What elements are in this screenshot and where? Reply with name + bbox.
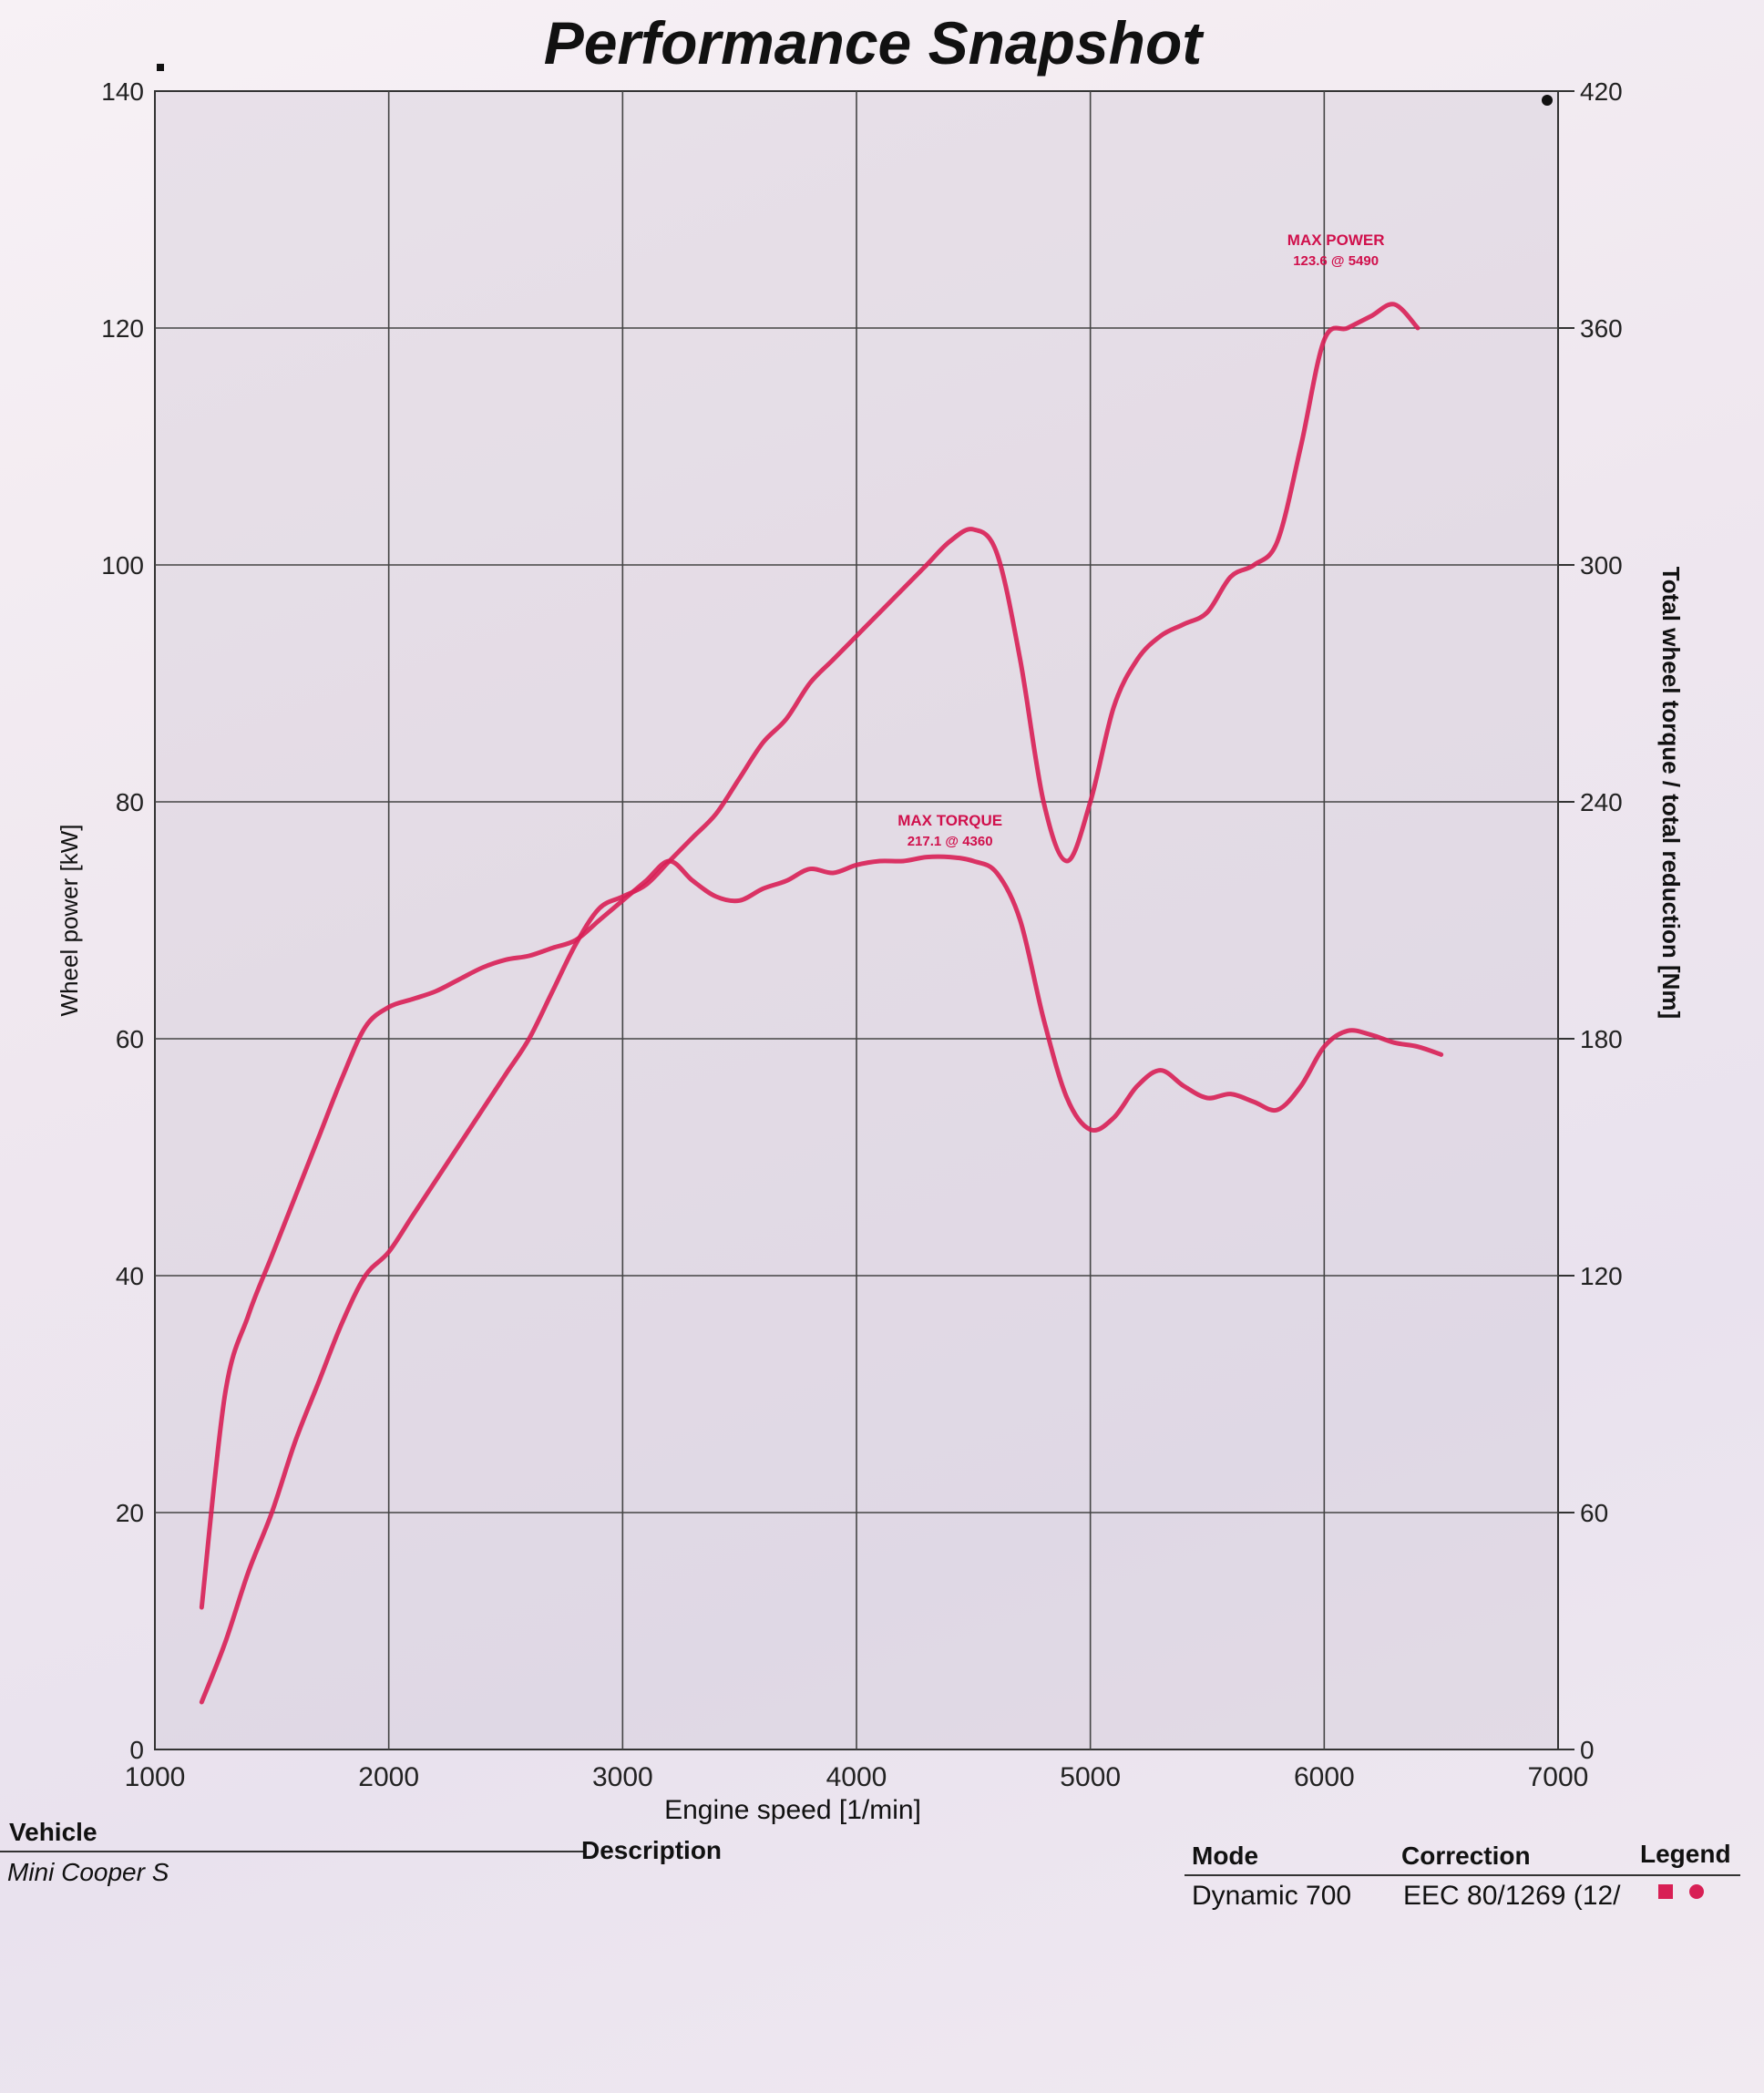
y2-tick-180: 180 — [1580, 1025, 1623, 1053]
x-tick-7000: 7000 — [1528, 1762, 1589, 1792]
description-label: Description — [581, 1836, 722, 1864]
y-tick-0: 0 — [129, 1736, 144, 1764]
right-axis-marker — [1542, 95, 1553, 106]
legend-label: Legend — [1640, 1840, 1731, 1868]
y2-tick-60: 60 — [1580, 1499, 1608, 1527]
x-tick-3000: 3000 — [592, 1762, 653, 1792]
annotation-1-line-0: MAX TORQUE — [897, 812, 1002, 829]
legend-square-marker — [1658, 1884, 1673, 1899]
correction-label: Correction — [1401, 1842, 1531, 1870]
y-tick-60: 60 — [116, 1025, 144, 1053]
vehicle-label: Vehicle — [9, 1818, 97, 1846]
y2-tick-120: 120 — [1580, 1262, 1623, 1290]
y-tick-100: 100 — [101, 551, 144, 580]
x-axis-label: Engine speed [1/min] — [664, 1795, 921, 1825]
y2-axis-label: Total wheel torque / total reduction [Nm… — [1657, 567, 1685, 1019]
y-tick-120: 120 — [101, 314, 144, 343]
annotation-0-line-1: 123.6 @ 5490 — [1293, 253, 1379, 269]
vehicle-value: Mini Cooper S — [7, 1858, 169, 1886]
y-tick-80: 80 — [116, 788, 144, 816]
legend-circle-marker — [1689, 1884, 1704, 1899]
correction-value: EEC 80/1269 (12/ — [1403, 1881, 1621, 1911]
series-lines — [199, 302, 1444, 1705]
y2-tick-420: 420 — [1580, 77, 1623, 106]
x-tick-6000: 6000 — [1294, 1762, 1355, 1792]
x-tick-5000: 5000 — [1060, 1762, 1121, 1792]
left-axis-marker — [157, 64, 164, 71]
torque-curve-line — [199, 854, 1444, 1610]
x-tick-1000: 1000 — [125, 1762, 186, 1792]
y-tick-20: 20 — [116, 1499, 144, 1527]
tick-labels: 1000 2000 3000 4000 5000 6000 7000020406080100… — [101, 77, 1622, 1792]
annotation-1-line-1: 217.1 @ 4360 — [908, 834, 993, 849]
mode-label: Mode — [1192, 1842, 1258, 1870]
chart-title: Performance Snapshot — [544, 9, 1205, 77]
power-curve-line — [199, 302, 1420, 1705]
y-tick-140: 140 — [101, 77, 144, 106]
y2-tick-300: 300 — [1580, 551, 1623, 580]
y-axis-label: Wheel power [kW] — [56, 825, 83, 1017]
mode-value: Dynamic 700 — [1192, 1881, 1351, 1911]
y-tick-40: 40 — [116, 1262, 144, 1290]
y2-tick-360: 360 — [1580, 314, 1623, 343]
y2-tick-240: 240 — [1580, 788, 1623, 816]
x-tick-4000: 4000 — [826, 1762, 887, 1792]
annotations: MAX POWER 123.6 @ 5490 MAX TORQUE 217.1 @ 4… — [897, 231, 1384, 849]
y2-tick-0: 0 — [1580, 1736, 1595, 1764]
grid-lines — [155, 91, 1558, 1749]
x-tick-2000: 2000 — [358, 1762, 419, 1792]
annotation-0-line-0: MAX POWER — [1287, 231, 1385, 249]
